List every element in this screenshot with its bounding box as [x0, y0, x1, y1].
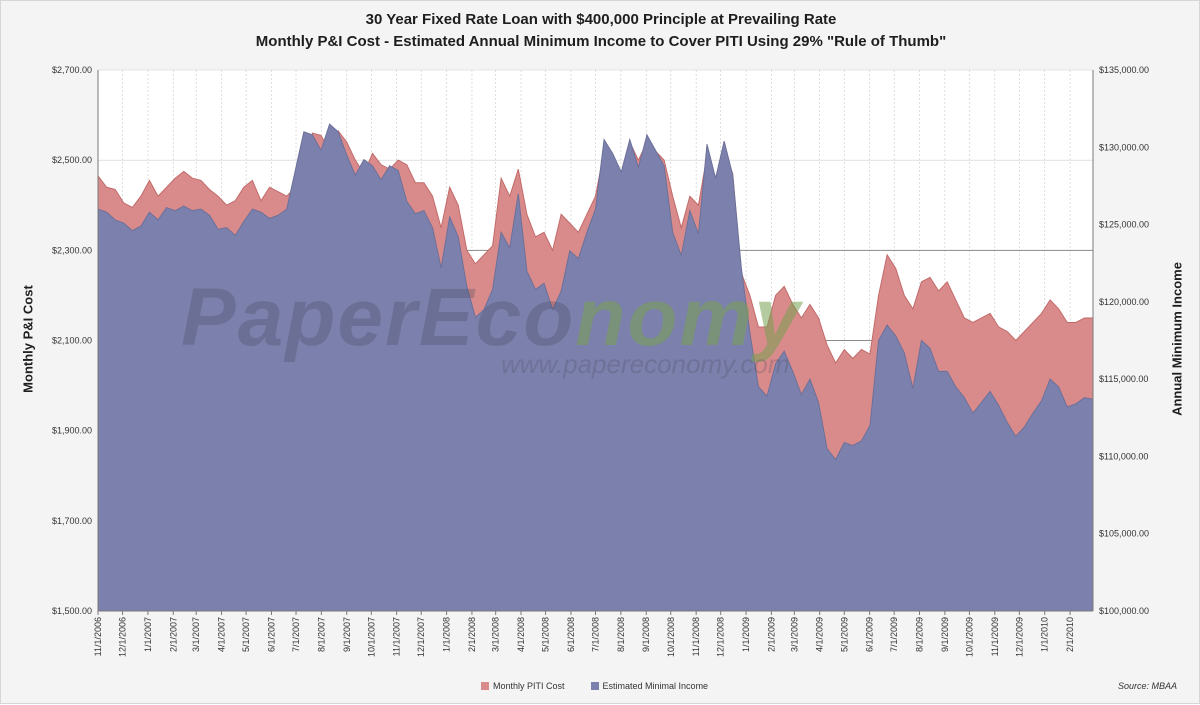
y-tick-label-right: $105,000.00 [1099, 529, 1149, 539]
y-tick-label-left: $2,300.00 [52, 245, 92, 255]
x-tick-label: 4/1/2009 [815, 617, 825, 652]
x-tick-label: 12/1/2008 [716, 617, 726, 657]
x-tick-label: 3/1/2008 [491, 617, 501, 652]
x-tick-label: 5/1/2007 [241, 617, 251, 652]
x-tick-label: 11/1/2008 [691, 617, 701, 656]
legend-swatch-income [590, 682, 599, 690]
y-tick-label-left: $2,100.00 [52, 336, 92, 346]
y-tick-label-left: $1,700.00 [52, 516, 92, 526]
x-tick-label: 10/1/2008 [666, 617, 676, 657]
y-tick-label-left: $2,700.00 [52, 65, 92, 75]
x-tick-label: 9/1/2008 [641, 617, 651, 652]
x-tick-label: 1/1/2008 [442, 617, 452, 652]
source-note: Source: MBAA [1117, 681, 1177, 691]
series-estimated-income-line [97, 123, 1094, 461]
x-tick-label: 1/1/2010 [1040, 617, 1050, 652]
legend-item-income: Estimated Minimal Income [590, 681, 709, 691]
y-tick-label-right: $135,000.00 [1099, 65, 1149, 75]
legend-swatch-piti [481, 682, 489, 690]
x-tick-label: 4/1/2008 [516, 617, 526, 652]
legend: Monthly PITI Cost Estimated Minimal Inco… [481, 681, 708, 691]
x-tick-label: 11/1/2006 [93, 617, 103, 656]
x-tick-label: 2/1/2008 [467, 617, 477, 652]
y-tick-label-left: $2,500.00 [52, 155, 92, 165]
x-tick-label: 12/1/2007 [416, 617, 426, 657]
x-tick-label: 8/1/2007 [316, 617, 326, 652]
x-tick-label: 6/1/2007 [266, 617, 276, 652]
y-tick-label-right: $100,000.00 [1099, 606, 1149, 616]
x-tick-label: 9/1/2007 [342, 617, 352, 652]
chart-subtitle: Monthly P&I Cost - Estimated Annual Mini… [255, 33, 947, 50]
x-tick-label: 6/1/2008 [566, 617, 576, 652]
legend-label-income: Estimated Minimal Income [602, 681, 709, 691]
x-tick-label: 8/1/2009 [915, 617, 925, 652]
x-tick-label: 1/1/2007 [143, 617, 153, 652]
x-tick-label: 11/1/2007 [392, 617, 402, 656]
x-tick-label: 7/1/2009 [889, 617, 899, 652]
y-tick-label-right: $120,000.00 [1099, 297, 1149, 307]
series-monthly-piti-line [97, 129, 1093, 365]
x-tick-label: 10/1/2009 [964, 617, 974, 657]
x-tick-label: 12/1/2006 [118, 617, 128, 657]
y-tick-label-left: $1,500.00 [52, 606, 92, 616]
x-tick-label: 5/1/2009 [839, 617, 849, 652]
y-tick-label-right: $125,000.00 [1099, 220, 1149, 230]
x-tick-label: 1/1/2009 [741, 617, 751, 652]
legend-label-piti: Monthly PITI Cost [493, 681, 565, 691]
y-tick-label-left: $1,900.00 [52, 426, 92, 436]
x-tick-label: 2/1/2009 [766, 617, 776, 652]
x-tick-label: 8/1/2008 [616, 617, 626, 652]
x-tick-label: 6/1/2009 [865, 617, 875, 652]
x-tick-label: 7/1/2008 [591, 617, 601, 652]
x-tick-label: 12/1/2009 [1014, 617, 1024, 657]
x-tick-label: 11/1/2009 [990, 617, 1000, 656]
x-tick-label: 3/1/2007 [191, 617, 201, 652]
x-tick-label: 10/1/2007 [366, 617, 376, 657]
x-tick-label: 4/1/2007 [217, 617, 227, 652]
legend-item-piti: Monthly PITI Cost [481, 681, 565, 691]
chart-title: 30 Year Fixed Rate Loan with $400,000 Pr… [365, 11, 837, 28]
x-tick-label: 3/1/2009 [789, 617, 799, 652]
x-tick-label: 5/1/2008 [541, 617, 551, 652]
y-tick-label-right: $110,000.00 [1099, 451, 1148, 461]
y-tick-label-right: $115,000.00 [1099, 374, 1148, 384]
y-tick-label-right: $130,000.00 [1099, 142, 1149, 152]
x-tick-label: 2/1/2010 [1065, 617, 1075, 652]
x-tick-label: 2/1/2007 [168, 617, 178, 652]
x-tick-label: 9/1/2009 [940, 617, 950, 652]
x-tick-label: 7/1/2007 [291, 617, 301, 652]
series-estimated-income-area [98, 124, 1093, 611]
